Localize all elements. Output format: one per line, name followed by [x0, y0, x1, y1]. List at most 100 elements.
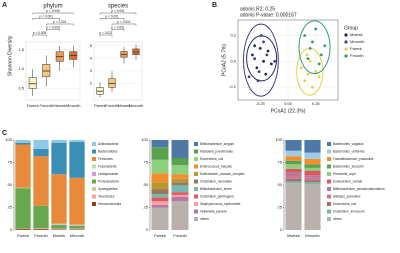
bar-segment	[33, 149, 49, 157]
bar-segment	[304, 175, 321, 178]
legend-label: Actinobacteria	[98, 142, 118, 146]
panel-label: C	[2, 130, 7, 137]
legend-label: Bifidobacterium_pseudocatenulatum	[333, 187, 385, 191]
bar-segment	[51, 223, 67, 225]
bar-segment	[151, 140, 169, 148]
x-tick-label: Fmonth	[34, 233, 48, 238]
bar-segment	[285, 183, 302, 230]
point	[259, 34, 263, 37]
point	[303, 79, 307, 83]
y-tick-label: 75	[8, 160, 13, 165]
legend-swatch	[194, 209, 198, 214]
bar-segment	[285, 150, 302, 157]
legend-swatch	[327, 157, 331, 161]
point	[253, 44, 257, 48]
legend-swatch	[344, 40, 348, 44]
bar-segment	[171, 185, 189, 193]
x-tick-label: Fweek	[17, 233, 29, 238]
legend-label: Firmicutes	[98, 157, 113, 161]
point	[311, 40, 314, 44]
bar-segment	[51, 142, 67, 175]
bar-segment	[304, 164, 321, 168]
y-tick-label: 50	[8, 182, 13, 187]
legend-swatch	[344, 47, 348, 51]
y-tick-label: 2	[90, 81, 93, 86]
significance-bracket	[111, 23, 137, 26]
legend-label: Bifidobacterium_breve	[200, 187, 232, 191]
y-tick-label: 5	[90, 43, 93, 48]
legend-swatch	[92, 157, 96, 161]
bar-segment	[285, 172, 302, 176]
x-tick-label: Mmonth	[129, 103, 143, 108]
bar-segment	[171, 196, 189, 202]
bar-segment	[151, 173, 169, 183]
bar-segment	[33, 229, 49, 230]
y-axis-label: PCoA2 (5.7%)	[221, 44, 227, 76]
point	[319, 53, 323, 57]
legend-swatch	[194, 187, 198, 191]
legend-swatch	[327, 202, 331, 206]
p-value: p < 0.001	[105, 15, 119, 19]
legend-swatch	[194, 149, 198, 154]
bar-segment	[15, 142, 31, 145]
bar-segment	[285, 178, 302, 182]
legend-swatch	[194, 179, 198, 184]
bar-segment	[151, 197, 169, 202]
confidence-ellipse	[242, 23, 279, 97]
legend-label: Fweek	[350, 46, 362, 51]
legend-label: Verrucomicrobia	[98, 202, 121, 206]
legend-swatch	[194, 172, 198, 176]
bar-segment	[69, 140, 85, 142]
bar-segment	[285, 181, 302, 184]
bar-segment	[151, 182, 169, 190]
legend-swatch	[194, 202, 198, 206]
y-tick-label: 100	[275, 137, 282, 142]
legend-label: Escherichia_coli	[333, 202, 356, 206]
y-tick-label: 25	[144, 205, 149, 210]
y-tick-label: 4	[90, 55, 93, 60]
legend-label: Enterobacter_cloacae_complex	[200, 172, 245, 176]
box	[28, 77, 37, 89]
x-tick-label: Fweek	[27, 103, 39, 108]
y-tick-label: 0.0	[230, 58, 236, 63]
p-value: p < 0.001	[53, 20, 67, 24]
y-tick-label: 0.5	[18, 85, 24, 90]
legend-swatch	[327, 172, 331, 176]
legend-label: Prevotella_copri	[333, 172, 356, 176]
bar-segment	[33, 205, 49, 229]
y-tick-label: 3	[90, 68, 93, 73]
bar-segment	[171, 182, 189, 185]
legend-label: Bacteroides_uniformis	[333, 149, 365, 153]
legend-label: Faecalibacterium_prausnitzii	[333, 157, 374, 161]
legend-label: Klebsiella_pneumoniae	[200, 149, 233, 153]
legend-label: others	[333, 217, 342, 221]
bar-segment	[285, 156, 302, 161]
point	[323, 44, 327, 48]
point	[314, 70, 318, 74]
significance-bracket	[32, 12, 74, 15]
y-tick-label: 25	[8, 205, 13, 210]
y-tick-label: 100	[141, 137, 148, 142]
legend-label: Bifidobacterium_longum	[200, 142, 235, 146]
bar-segment	[171, 178, 189, 183]
legend-label: Alistipes_putredinis	[333, 194, 361, 198]
y-tick-label: 1.5	[18, 47, 24, 52]
bar-segment	[171, 165, 189, 175]
bar-segment	[171, 192, 189, 195]
bar-segment	[171, 174, 189, 179]
legend-swatch	[92, 164, 96, 169]
point	[311, 85, 314, 89]
panel-label: A	[2, 2, 7, 9]
bar-segment	[151, 207, 169, 230]
x-tick-label: Fweek	[154, 233, 166, 238]
bar-segment	[285, 164, 302, 169]
annotation: adonis P-value: 0.000167	[240, 12, 297, 18]
p-value: p < 0.001	[40, 15, 54, 19]
point	[317, 62, 321, 66]
point	[257, 70, 261, 74]
bar-segment	[304, 152, 321, 159]
point	[253, 57, 257, 61]
x-tick-label: Mweek	[53, 103, 66, 108]
legend-label: Proteobacteria	[98, 179, 119, 183]
legend-label: Fmonth	[350, 53, 364, 58]
